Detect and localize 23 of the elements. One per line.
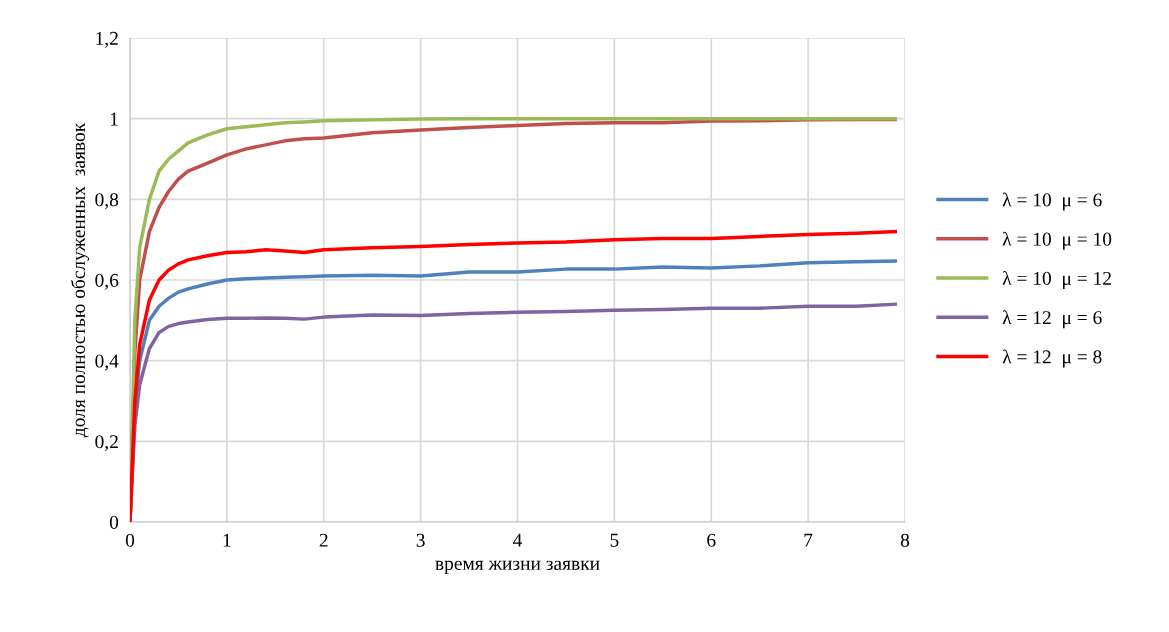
x-tick-label: 7	[804, 533, 813, 547]
x-tick-label: 3	[416, 533, 425, 547]
legend-label: λ = 12 μ = 8	[1002, 349, 1102, 368]
y-tick-label: 0,4	[95, 354, 119, 371]
y-tick-label: 0,6	[95, 273, 119, 290]
x-tick-label: 6	[707, 533, 716, 547]
y-tick-label: 1,2	[96, 31, 118, 48]
y-tick-label: 0,8	[95, 193, 119, 210]
x-tick-label: 4	[513, 533, 523, 547]
legend-label: λ = 10 μ = 10	[1002, 231, 1112, 250]
x-tick-label: 8	[900, 533, 910, 547]
y-axis-title: доля полностью обслуженных заявок	[70, 122, 90, 438]
y-tick-label: 0,2	[95, 435, 118, 452]
x-tick-label: 2	[319, 533, 328, 547]
y-tick-label: 1	[110, 112, 118, 126]
y-tick-label: 0	[109, 515, 119, 529]
legend-label: λ = 10 μ = 12	[1002, 271, 1111, 289]
x-tick-label: 5	[610, 533, 619, 547]
legend-label: λ = 12 μ = 6	[1002, 310, 1102, 329]
x-axis-title: время жизни заявки	[435, 560, 600, 574]
x-tick-label: 0	[125, 533, 135, 547]
x-tick-label: 1	[223, 533, 231, 547]
legend-label: λ = 10 μ = 6	[1002, 192, 1102, 211]
